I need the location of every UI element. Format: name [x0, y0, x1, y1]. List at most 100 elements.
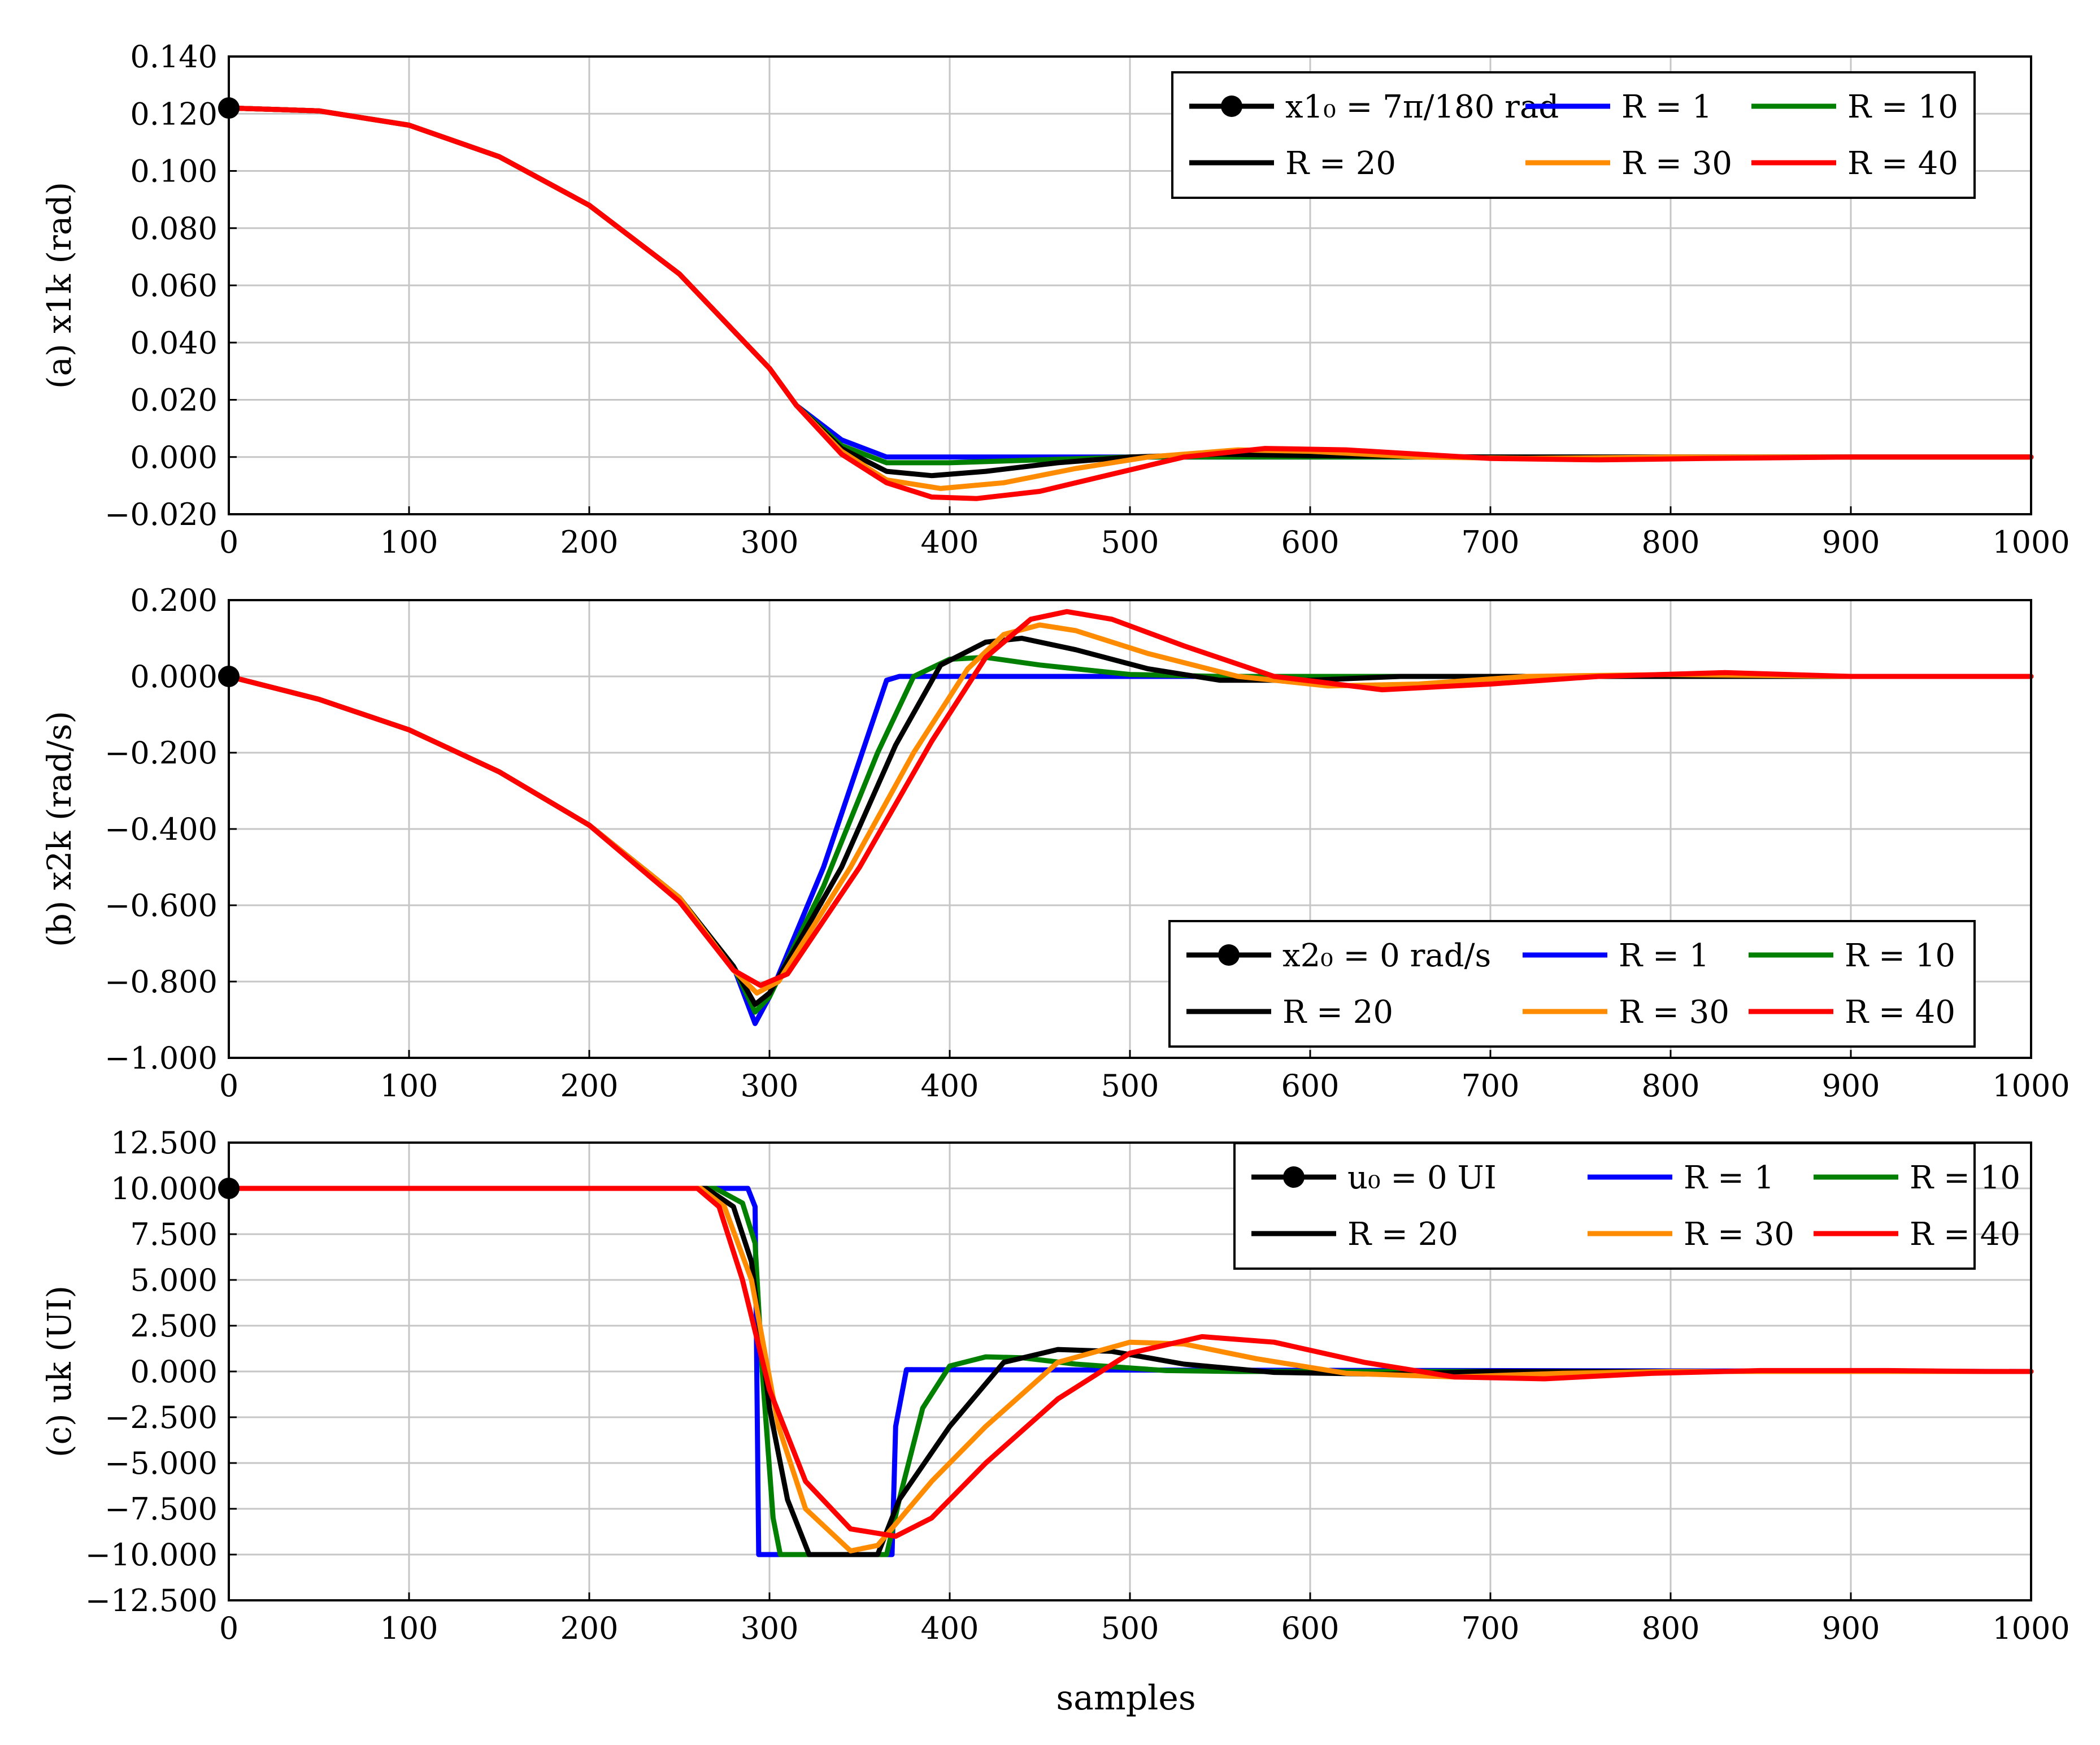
x-tick-label: 500 [1101, 1068, 1159, 1104]
x-tick-label: 200 [560, 1068, 618, 1104]
panels: 0 100 200 300 400 500 600 700 800 900 1000−0.0200.… [40, 39, 2070, 1646]
legend-entry: R = 30 [1621, 145, 1732, 182]
x-tick-label: 900 [1821, 1068, 1880, 1104]
panel-3: 0 100 200 300 400 500 600 700 800 900 1000 −12.500 −… [40, 1125, 2070, 1646]
y-tick-label: −2.500 [105, 1400, 218, 1435]
y-axis-label: (c) uk (UI) [40, 1286, 79, 1457]
legend-box [1168, 920, 1976, 1048]
y-tick-label: −5.000 [105, 1446, 218, 1481]
x-tick-label: 300 [740, 1611, 798, 1646]
x-tick-label: 900 [1821, 524, 1880, 560]
legend-entry: R = 20 [1285, 145, 1396, 182]
y-tick-label: −0.600 [105, 888, 218, 923]
legend-entry: R = 40 [1845, 994, 1955, 1031]
series-line-r-40 [226, 609, 2034, 988]
y-tick-label: −0.020 [105, 497, 218, 532]
legend-entry: x1₀ = 7π/180 rad [1285, 89, 1559, 125]
y-tick-label: 0.120 [130, 96, 218, 132]
legend-entry: R = 10 [1847, 89, 1958, 125]
x-tick-label: 600 [1281, 524, 1339, 560]
panel-2: 0 100 200 300 400 500 600 700 800 900 1000 −1.000 −0… [40, 583, 2070, 1104]
y-tick-label: −0.200 [105, 735, 218, 771]
y-tick-label: 0.000 [130, 440, 218, 475]
legend-marker [1218, 944, 1240, 966]
legend-entry: R = 1 [1619, 937, 1709, 974]
legend-entry: x2₀ = 0 rad/s [1282, 937, 1491, 974]
x-tick-label: 700 [1461, 1068, 1519, 1104]
legend-marker [1283, 1166, 1305, 1188]
y-tick-label: 0.020 [130, 383, 218, 418]
x-tick-label: 200 [560, 524, 618, 560]
x-tick-label: 900 [1821, 1611, 1880, 1646]
x-tick-label: 400 [920, 1611, 979, 1646]
y-tick-label: −0.400 [105, 811, 218, 847]
legend-entry: R = 1 [1684, 1160, 1774, 1196]
x-tick-label: 600 [1281, 1068, 1339, 1104]
legend-entry: u₀ = 0 UI [1347, 1160, 1497, 1196]
legend: x2₀ = 0 rad/s R = 1 R = 10 R = 20 R = 30 R = … [1168, 920, 1976, 1048]
x-tick-label: 300 [740, 1068, 798, 1104]
x-tick-label: 800 [1641, 1611, 1699, 1646]
y-tick-label: −7.500 [105, 1491, 218, 1527]
x-tick-label: 200 [560, 1611, 618, 1646]
legend-entry: R = 30 [1619, 994, 1729, 1031]
legend: u₀ = 0 UI R = 1 R = 10 R = 20 R = 30 R = 40 [1233, 1142, 2020, 1270]
y-tick-label: −10.000 [85, 1537, 218, 1573]
x-tick-label: 500 [1101, 1611, 1159, 1646]
legend-box [1233, 1142, 1976, 1270]
x-tick-label: 300 [740, 524, 798, 560]
legend-entry: R = 10 [1910, 1160, 2020, 1196]
x-tick-label: 100 [380, 524, 438, 560]
y-tick-label: 2.500 [130, 1308, 218, 1344]
y-axis-label: (b) x2k (rad/s) [40, 711, 79, 947]
x-tick-label: 500 [1101, 524, 1159, 560]
series-line-r-20 [226, 1186, 2034, 1557]
x-tick-label: 0 [219, 1068, 238, 1104]
y-tick-label: −0.800 [105, 964, 218, 1000]
y-tick-label: 0.040 [130, 325, 218, 361]
y-tick-label: 10.000 [111, 1171, 218, 1206]
x-tick-label: 400 [920, 1068, 979, 1104]
x-tick-label: 1000 [1992, 1068, 2069, 1104]
panel-1: 0 100 200 300 400 500 600 700 800 900 1000 −0.020 0.… [40, 39, 2070, 560]
y-tick-label: 0.060 [130, 268, 218, 303]
x-tick-label: 0 [219, 524, 238, 560]
x-tick-label: 700 [1461, 1611, 1519, 1646]
legend-entry: R = 40 [1910, 1216, 2020, 1253]
y-tick-label: 7.500 [130, 1217, 218, 1252]
series-line-r-40 [226, 105, 2034, 501]
legend-entry: R = 1 [1621, 89, 1712, 125]
x-tick-label: 800 [1641, 1068, 1699, 1104]
x-tick-label: 800 [1641, 524, 1699, 560]
x-tick-label: 100 [380, 1611, 438, 1646]
x-tick-label: 1000 [1992, 1611, 2069, 1646]
y-axis-label: (a) x1k (rad) [40, 182, 79, 389]
x-tick-label: 700 [1461, 524, 1519, 560]
legend-entry: R = 10 [1845, 937, 1955, 974]
y-tick-label: 0.100 [130, 154, 218, 189]
y-tick-label: −1.000 [105, 1040, 218, 1076]
series-line-r-40 [226, 1186, 2034, 1539]
x-tick-label: 100 [380, 1068, 438, 1104]
legend-entry: R = 40 [1847, 145, 1958, 182]
legend-entry: R = 20 [1347, 1216, 1458, 1253]
legend-marker [1221, 96, 1242, 117]
x-tick-label: 600 [1281, 1611, 1339, 1646]
y-tick-label: 0.140 [130, 39, 218, 75]
y-tick-label: −12.500 [85, 1583, 218, 1618]
legend-entry: R = 30 [1684, 1216, 1794, 1253]
legend: x1₀ = 7π/180 rad R = 1 R = 10 R = 20 R = 30 R… [1171, 71, 1976, 199]
y-tick-label: 0.000 [130, 659, 218, 694]
x-axis-label: samples [1056, 1678, 1195, 1718]
legend-entry: R = 20 [1282, 994, 1393, 1031]
y-tick-label: 12.500 [111, 1125, 218, 1161]
y-tick-label: 0.080 [130, 211, 218, 246]
y-tick-label: 5.000 [130, 1262, 218, 1298]
x-tick-label: 1000 [1992, 524, 2069, 560]
y-tick-label: 0.000 [130, 1354, 218, 1390]
legend-box [1171, 71, 1976, 199]
x-tick-label: 0 [219, 1611, 238, 1646]
y-tick-label: 0.200 [130, 583, 218, 618]
